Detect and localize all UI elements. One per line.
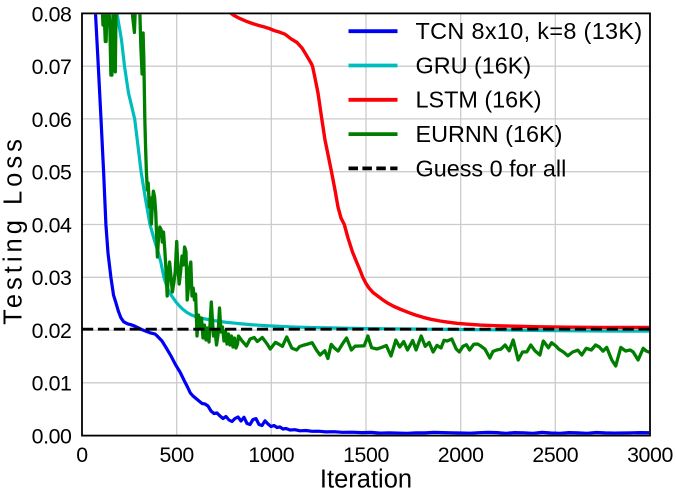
svg-text:2000: 2000: [438, 443, 484, 467]
svg-text:0.08: 0.08: [32, 2, 72, 26]
svg-text:0.05: 0.05: [32, 161, 72, 185]
svg-text:3000: 3000: [627, 443, 673, 467]
svg-text:0: 0: [76, 443, 88, 467]
svg-text:Guess 0 for all: Guess 0 for all: [416, 155, 567, 181]
svg-text:0.01: 0.01: [32, 372, 72, 396]
svg-text:Iteration: Iteration: [320, 466, 412, 493]
svg-text:GRU (16K): GRU (16K): [416, 52, 532, 78]
svg-text:0.02: 0.02: [32, 319, 72, 343]
svg-text:LSTM (16K): LSTM (16K): [416, 87, 542, 113]
svg-text:2500: 2500: [532, 443, 578, 467]
svg-text:0.07: 0.07: [32, 55, 72, 79]
svg-text:0.04: 0.04: [32, 213, 72, 237]
svg-text:TCN 8x10, k=8 (13K): TCN 8x10, k=8 (13K): [416, 18, 643, 44]
svg-text:0.06: 0.06: [32, 108, 72, 132]
svg-text:Testing Loss: Testing Loss: [0, 135, 28, 325]
svg-text:1000: 1000: [248, 443, 294, 467]
svg-text:1500: 1500: [343, 443, 389, 467]
svg-text:EURNN (16K): EURNN (16K): [416, 121, 563, 147]
svg-text:0.00: 0.00: [32, 425, 72, 449]
svg-text:500: 500: [160, 443, 195, 467]
svg-text:0.03: 0.03: [32, 266, 72, 290]
